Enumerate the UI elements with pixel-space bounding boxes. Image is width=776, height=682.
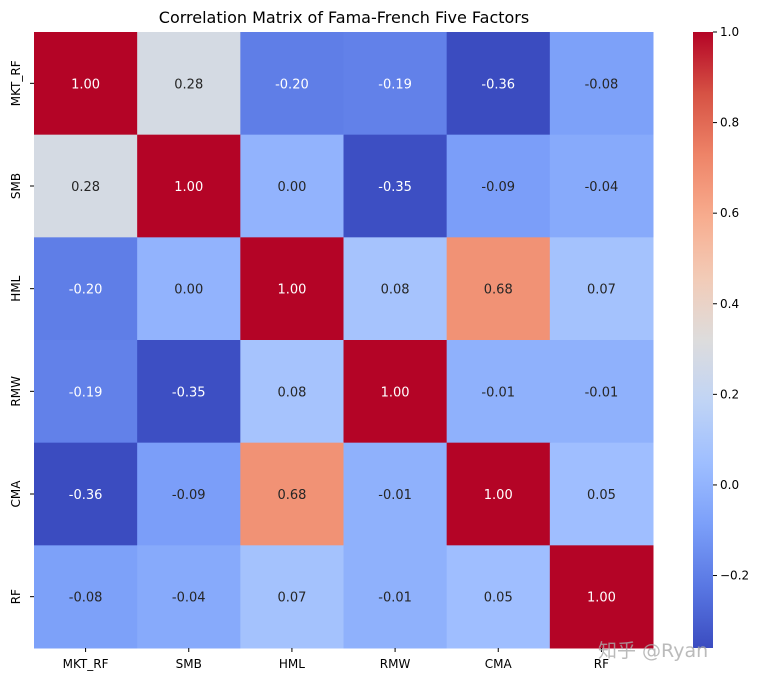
colorbar-tick-label: −0.2 [720,569,749,583]
cell-annotation: -0.04 [172,591,206,606]
cell-annotation: -0.09 [481,180,515,195]
x-tick-label: RF [594,657,609,671]
x-tick-label: RMW [380,657,411,671]
cell-annotation: 0.05 [587,488,616,503]
heatmap-cell [137,237,241,341]
heatmap-cell [137,32,241,136]
cell-annotation: 0.68 [484,283,513,298]
heatmap-cell [343,545,448,649]
y-tick-label: MKT_RF [9,60,23,106]
cell-annotation: -0.35 [172,385,206,400]
heatmap-cell [137,340,241,444]
cell-annotation: 0.08 [277,385,306,400]
heatmap-cell [240,237,344,341]
x-tick-label: MKT_RF [63,657,109,671]
heatmap-cell [549,340,654,444]
cell-annotation: -0.08 [69,591,103,606]
cell-annotation: 0.28 [71,180,100,195]
cell-annotation: -0.19 [378,77,412,92]
heatmap-cell [446,134,551,238]
cell-annotation: -0.08 [585,77,619,92]
y-tick-label: HML [9,275,23,301]
heatmap-cell [34,237,138,341]
cell-annotation: 0.05 [484,591,513,606]
colorbar-tick-label: 0.6 [720,206,739,220]
cell-annotation: 0.28 [174,77,203,92]
heatmap-cell [240,340,344,444]
heatmap-cell [549,237,654,341]
colorbar [693,32,713,648]
heatmap-cell [343,32,448,136]
cell-annotation: 0.00 [174,283,203,298]
colorbar-tick-label: 0.4 [720,297,739,311]
cell-annotation: 1.00 [484,488,513,503]
heatmap-cell [446,340,551,444]
heatmap-cell [240,442,344,546]
heatmap-cell [240,32,344,136]
heatmap-cell [446,545,551,649]
heatmap-cell [343,134,448,238]
cell-annotation: -0.01 [481,385,515,400]
cell-annotation: -0.09 [172,488,206,503]
heatmap-cell [137,134,241,238]
colorbar-tick-label: 0.8 [720,116,739,130]
heatmap-cell [137,442,241,546]
cell-annotation: 0.08 [381,283,410,298]
cell-annotation: 1.00 [71,77,100,92]
heatmap-cell [343,442,448,546]
heatmap-cell [549,442,654,546]
cell-annotation: 0.68 [277,488,306,503]
heatmap-cell [549,32,654,136]
cell-annotation: -0.04 [585,180,619,195]
cell-annotation: 1.00 [174,180,203,195]
colorbar-tick-label: 0.2 [720,387,739,401]
colorbar-tick-label: 0.0 [720,478,739,492]
cell-annotation: -0.20 [69,283,103,298]
chart-title: Correlation Matrix of Fama-French Five F… [159,8,529,27]
cell-annotation: -0.01 [378,488,412,503]
heatmap-cell [446,32,551,136]
heatmap-cell [34,442,138,546]
cell-annotation: -0.35 [378,180,412,195]
x-tick-label: SMB [176,657,202,671]
cell-annotation: -0.20 [275,77,309,92]
cell-annotation: -0.36 [481,77,515,92]
heatmap-cell [240,134,344,238]
cell-annotation: 1.00 [587,591,616,606]
heatmap-cell [549,134,654,238]
heatmap-cell [34,134,138,238]
heatmap-cell [446,237,551,341]
y-tick-label: RMW [9,376,23,407]
heatmap-cell [240,545,344,649]
x-tick-label: CMA [485,657,513,671]
heatmap-cell [34,32,138,136]
heatmap-cell [34,340,138,444]
y-tick-label: RF [9,589,23,604]
cell-annotation: -0.01 [585,385,619,400]
cell-annotation: -0.19 [69,385,103,400]
heatmap-cell [343,340,448,444]
cell-annotation: -0.36 [69,488,103,503]
cell-annotation: 0.07 [587,283,616,298]
heatmap-cell [343,237,448,341]
cell-annotation: -0.01 [378,591,412,606]
heatmap-cell [34,545,138,649]
colorbar-tick-label: 1.0 [720,25,739,39]
heatmap-cell [549,545,654,649]
cell-annotation: 1.00 [381,385,410,400]
heatmap-cell [137,545,241,649]
y-tick-label: CMA [9,480,23,508]
cell-annotation: 0.07 [277,591,306,606]
y-tick-label: SMB [9,173,23,199]
x-tick-label: HML [279,657,305,671]
heatmap-cell [446,442,551,546]
cell-annotation: 1.00 [277,283,306,298]
watermark: 知乎 @Ryan [598,640,709,662]
cell-annotation: 0.00 [277,180,306,195]
